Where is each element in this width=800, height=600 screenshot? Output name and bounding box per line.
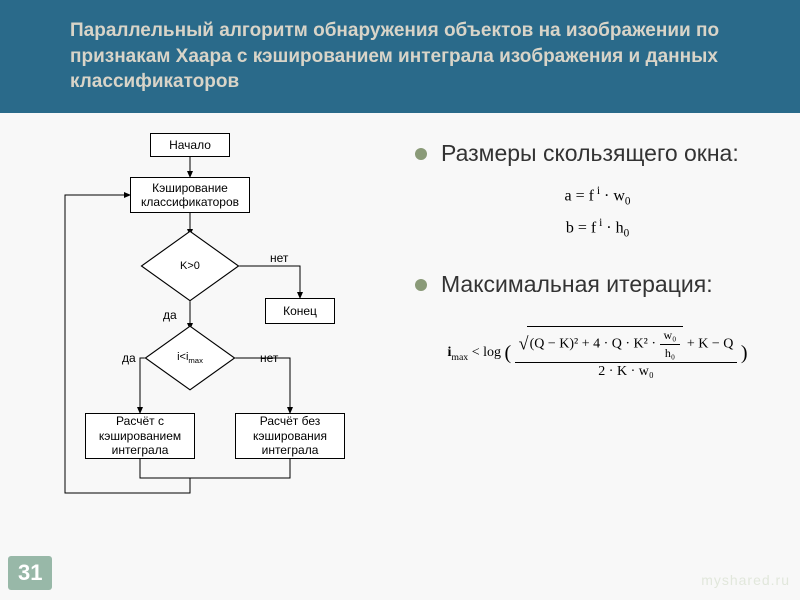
bullet-2-text: Максимальная итерация: [441, 270, 713, 300]
node-calc-with-cache: Расчёт с кэшированием интеграла [85, 413, 195, 459]
node-start: Начало [150, 133, 230, 157]
edge-label-da-2: да [122, 351, 136, 365]
bullet-2: Максимальная итерация: [415, 270, 780, 300]
bullet-dot-icon [415, 148, 427, 160]
edge-label-net-2: нет [260, 351, 278, 365]
watermark: myshared.ru [701, 572, 790, 588]
node-calc-without-cache: Расчёт без кэширования интеграла [235, 413, 345, 459]
slide-title: Параллельный алгоритм обнаружения объект… [0, 0, 800, 113]
node-cache: Кэширование классификаторов [130, 177, 250, 213]
edge-label-net-1: нет [270, 251, 288, 265]
bullet-1: Размеры скользящего окна: [415, 139, 780, 169]
bullet-dot-icon [415, 279, 427, 291]
node-decision-k: K>0 [165, 241, 215, 291]
formula-max-iteration: imax < log ( √(Q − K)² + 4 · Q · K² · w₀… [415, 326, 780, 380]
right-panel: Размеры скользящего окна: a = f i · w0 b… [390, 113, 800, 553]
bullet-1-text: Размеры скользящего окна: [441, 139, 739, 169]
content-area: Начало Кэширование классификаторов K>0 К… [0, 113, 800, 553]
node-decision-i: i<imax [167, 335, 213, 381]
edge-label-da-1: да [163, 308, 177, 322]
formula-window-size: a = f i · w0 b = f i · h0 [415, 185, 780, 240]
page-number-badge: 31 [8, 556, 52, 590]
flowchart: Начало Кэширование классификаторов K>0 К… [30, 113, 390, 553]
node-end: Конец [265, 298, 335, 324]
